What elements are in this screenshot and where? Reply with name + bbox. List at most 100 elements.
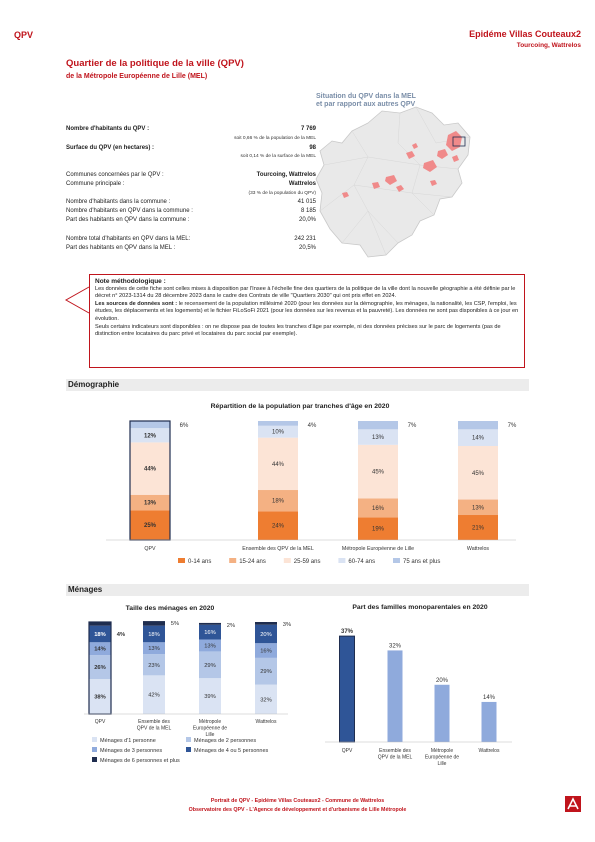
hh-label-menages-de-4-ou-5-personnes-ensemble-des-qpv-de-la-mel: 18% [148,632,160,638]
hab-commune-label: Nombre d'habitants dans la commune : [66,199,171,205]
part-mel-label: Part des habitants en QPV dans la MEL : [66,245,176,251]
hh-label-menages-de-6-personnes-et-plus-metropole-europeenne-de-lille: 2% [227,623,235,629]
mono-category-qpv: QPV [342,748,353,754]
surf-note: soit 0,14 % de la surface de la MEL [240,154,316,159]
total-mel-label: Nombre total d'habitants en QPV dans la … [66,236,191,242]
age-label-60-74-ans-ensemble-des-qpv-de-la-mel: 10% [272,430,285,436]
age-bar-75-ans-et-plus-qpv [130,421,170,429]
methodology-note: Note méthodologique : Les données de cet… [89,274,525,368]
hh-bar-menages-de-6-personnes-et-plus-ensemble-des-qpv-de-la-mel [143,621,165,626]
communes-label: Communes concernées par le QPV : [66,172,164,178]
hh-bar-menages-de-4-ou-5-personnes-metropole-europeenne-de-lille [199,624,221,640]
note-paragraph-2: Les sources de données sont : le recense… [95,301,519,324]
monoparental-chart-title: Part des familles monoparentales en 2020 [352,604,488,611]
note-title: Note méthodologique : [95,278,166,285]
age-legend-swatch-75-ans-et-plus [393,558,400,563]
hh-label-menages-de-2-personnes-wattrelos: 29% [260,669,272,675]
age-label-15-24-ans-ensemble-des-qpv-de-la-mel: 18% [272,499,285,505]
map-title-line1: Situation du QPV dans la MEL [316,93,416,100]
header-communes: Tourcoing, Wattrelos [516,42,581,49]
age-bar-0-14-ans-wattrelos [458,515,498,540]
hh-legend-menages-de-2-personnes: Ménages de 2 personnes [194,738,256,744]
hh-bar-menages-d-1-personne-wattrelos [255,684,277,714]
page-title: Quartier de la politique de la ville (QP… [66,58,244,69]
mono-label-qpv: 37% [341,629,354,635]
hh-legend-swatch-menages-de-2-personnes [186,737,191,742]
hh-label-menages-de-3-personnes-ensemble-des-qpv-de-la-mel: 13% [148,646,160,652]
age-legend-25-59-ans: 25-59 ans [294,559,321,565]
part-mel-value: 20,5% [298,245,316,251]
household-chart: 38% 26% 14% 18% 4% QPV 42% 23% 13% 18% 5% Ensemble … [84,621,291,764]
mono-label-ensemble-des-qpv-de-la-mel: 32% [389,643,402,649]
hh-label-menages-d-1-personne-ensemble-des-qpv-de-la-mel: 42% [148,693,160,699]
age-label-75-ans-et-plus-ensemble-des-qpv-de-la-mel: 4% [308,423,317,429]
hh-bar-menages-de-6-personnes-et-plus-metropole-europeenne-de-lille [199,622,221,625]
hh-category-wattrelos: Wattrelos [256,719,277,725]
age-legend-75-ans-et-plus: 75 ans et plus [403,559,440,565]
footer-line1: Portrait de QPV - Epidéme Villas Couteau… [210,798,385,804]
mono-bar-wattrelos [481,701,497,742]
age-bar-60-74-ans-qpv [130,428,170,443]
mono-category-ensemble-des-qpv-de-la-mel: QPV de la MEL [378,755,413,761]
age-label-15-24-ans-qpv: 13% [144,501,157,507]
mono-label-wattrelos: 14% [483,695,496,701]
mono-bar-qpv [339,636,355,742]
mono-bar-metropole-europeenne-de-lille [434,684,450,742]
hh-legend-menages-d-1-personne: Ménages d'1 personne [100,738,156,744]
mono-category-ensemble-des-qpv-de-la-mel: Ensemble des [379,748,411,754]
surf-label: Surface du QPV (en hectares) : [66,145,155,151]
age-label-75-ans-et-plus-wattrelos: 7% [508,423,517,429]
hh-label-menages-de-3-personnes-metropole-europeenne-de-lille: 13% [204,643,216,649]
section-demographie: Démographie [66,379,529,391]
note-paragraph-3: Seuls certains indicateurs sont disponib… [95,323,501,338]
hh-bar-menages-de-6-personnes-et-plus-qpv [89,622,111,626]
age-label-25-59-ans-wattrelos: 45% [472,471,485,477]
hh-label-menages-de-6-personnes-et-plus-ensemble-des-qpv-de-la-mel: 5% [171,621,179,627]
age-label-60-74-ans-wattrelos: 14% [472,436,485,442]
age-label-60-74-ans-metropole-europeenne-de-lille: 13% [372,435,385,441]
hab-label: Nombre d'habitants du QPV : [66,126,150,132]
principale-label: Commune principale : [66,181,125,187]
total-mel-value: 242 231 [294,236,316,242]
hh-label-menages-d-1-personne-metropole-europeenne-de-lille: 39% [204,694,216,700]
hab-qpv-commune-label: Nombre d'habitants en QPV dans la commun… [66,208,193,214]
hh-legend-menages-de-6-personnes-et-plus: Ménages de 6 personnes et plus [100,758,180,764]
age-bar-25-59-ans-qpv [130,442,170,495]
age-bar-15-24-ans-qpv [130,494,170,511]
hh-bar-menages-de-3-personnes-qpv [89,642,111,656]
hh-bar-menages-d-1-personne-ensemble-des-qpv-de-la-mel [143,675,165,714]
hh-label-menages-de-2-personnes-qpv: 26% [94,665,106,671]
age-label-75-ans-et-plus-metropole-europeenne-de-lille: 7% [408,423,417,429]
hh-bar-menages-de-2-personnes-wattrelos [255,657,277,685]
age-bar-15-24-ans-ensemble-des-qpv-de-la-mel [258,490,298,512]
hab-commune-value: 41 015 [297,199,316,205]
note-paragraph-1: Les données de cette fiche sont celles m… [95,285,516,300]
hh-legend-swatch-menages-de-4-ou-5-personnes [186,747,191,752]
hh-label-menages-de-4-ou-5-personnes-metropole-europeenne-de-lille: 16% [204,630,216,636]
age-bar-15-24-ans-wattrelos [458,499,498,516]
header-qpv-name: Epidéme Villas Couteaux2 [469,29,581,39]
hh-category-metropole-europeenne-de-lille: Européenne de [193,726,227,732]
age-label-0-14-ans-ensemble-des-qpv-de-la-mel: 24% [272,524,285,530]
principale-note: (33 % de la population du QPV) [248,191,316,196]
hh-legend-swatch-menages-de-6-personnes-et-plus [92,757,97,762]
age-bar-75-ans-et-plus-wattrelos [458,421,498,430]
hh-bar-menages-de-6-personnes-et-plus-wattrelos [255,622,277,625]
note-pointer [64,286,90,314]
qpv-info-block: Nombre d'habitants du QPV : 7 769 soit 0… [66,126,316,256]
mono-category-metropole-europeenne-de-lille: Lille [438,761,447,767]
hh-legend-swatch-menages-d-1-personne [92,737,97,742]
surf-value: 98 [309,145,316,151]
hab-qpv-commune-value: 8 185 [300,208,316,214]
hh-label-menages-de-3-personnes-qpv: 14% [94,647,106,653]
age-label-25-59-ans-metropole-europeenne-de-lille: 45% [372,470,385,476]
age-legend-0-14-ans: 0-14 ans [188,559,211,565]
footer-line2: Observatoire des QPV - L'Agence de dével… [188,807,407,813]
mono-category-metropole-europeenne-de-lille: Européenne de [425,755,459,761]
age-legend-swatch-60-74-ans [338,558,346,563]
hh-category-metropole-europeenne-de-lille: Métropole [199,719,221,725]
mono-category-wattrelos: Wattrelos [479,748,500,754]
part-commune-value: 20,0% [298,217,316,223]
age-label-25-59-ans-ensemble-des-qpv-de-la-mel: 44% [272,462,285,468]
